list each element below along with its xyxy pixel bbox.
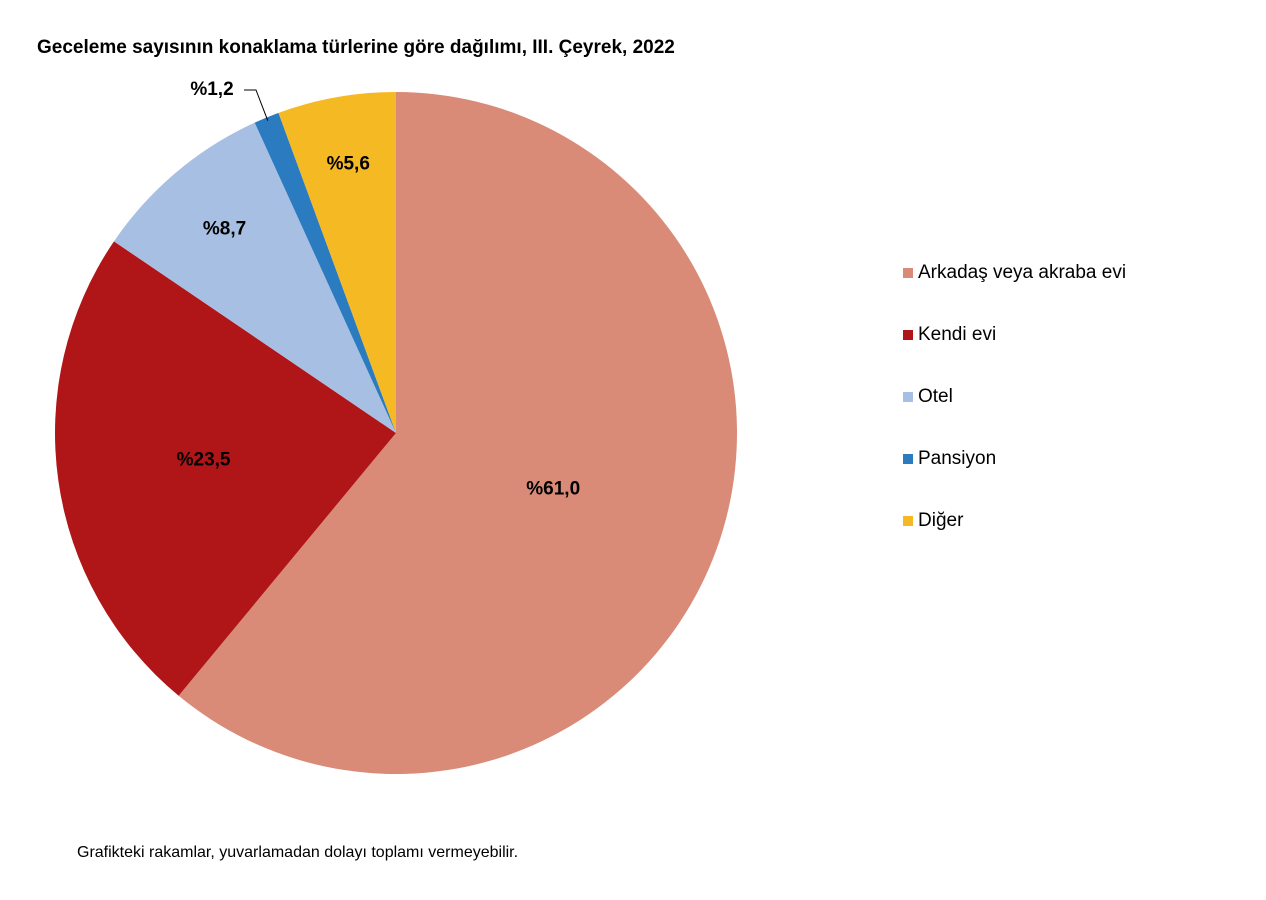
leader-line	[244, 89, 269, 121]
value-label: %5,6	[327, 153, 370, 174]
value-label: %23,5	[177, 449, 231, 470]
chart-title: Geceleme sayısının konaklama türlerine g…	[37, 37, 675, 58]
chart-note: Grafikteki rakamlar, yuvarlamadan dolayı…	[77, 844, 518, 861]
legend-label: Arkadaş veya akraba evi	[918, 262, 1126, 283]
legend-swatch	[903, 454, 913, 464]
legend-swatch	[903, 268, 913, 278]
legend-label: Otel	[918, 386, 953, 407]
pie-slice	[278, 92, 396, 433]
value-label: %61,0	[526, 479, 580, 500]
pie-slice	[113, 122, 397, 433]
legend-label: Diğer	[918, 510, 964, 531]
value-label: %1,2	[190, 79, 233, 100]
legend-label: Pansiyon	[918, 448, 996, 469]
pie-slice	[254, 112, 396, 433]
legend-label: Kendi evi	[918, 324, 996, 345]
pie-slice	[54, 241, 397, 696]
legend-swatch	[903, 516, 913, 526]
pie-slice	[178, 92, 737, 774]
value-label: %8,7	[203, 219, 246, 240]
legend-swatch	[903, 330, 913, 340]
legend-swatch	[903, 392, 913, 402]
